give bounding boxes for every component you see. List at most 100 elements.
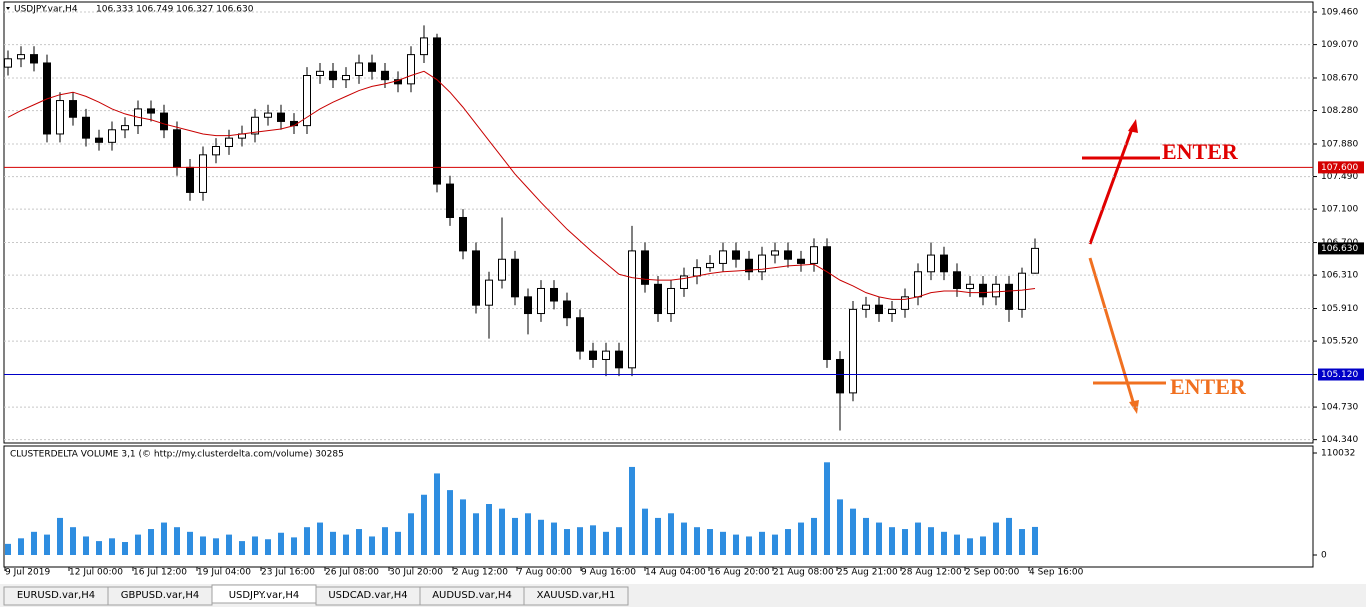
volume-bar (746, 536, 752, 555)
volume-tick-label: 0 (1321, 551, 1327, 561)
arrow-down (1088, 257, 1136, 406)
volume-bar (447, 490, 453, 555)
annotation: ENTER (1162, 139, 1239, 164)
volume-bar (577, 527, 583, 555)
candle-body (576, 317, 584, 352)
volume-bar (525, 513, 531, 555)
volume-bar (512, 517, 518, 555)
level-tag (1318, 242, 1364, 255)
tab-label[interactable]: AUDUSD.var,H4 (432, 590, 512, 601)
volume-bar (5, 543, 11, 555)
x-tick-label: 26 Jul 08:00 (325, 568, 379, 578)
tab-label[interactable]: XAUUSD.var,H1 (537, 590, 616, 601)
candle-body (173, 129, 181, 168)
volume-bar (291, 537, 297, 555)
candle-body (4, 58, 12, 68)
candle-body (1018, 272, 1026, 310)
candle-body (615, 350, 623, 369)
candle-body (914, 271, 922, 298)
volume-bar (629, 466, 635, 555)
candle-body (498, 258, 506, 281)
x-tick-label: 30 Jul 20:00 (389, 568, 443, 578)
annotation: ENTER (1170, 374, 1247, 399)
volume-tick-label: 110032 (1321, 449, 1355, 459)
volume-bar (122, 542, 128, 555)
tab[interactable] (523, 586, 629, 606)
candle-body (82, 116, 90, 139)
candle-body (433, 37, 441, 185)
x-tick-label: 28 Aug 12:00 (901, 568, 962, 578)
candle-body (836, 358, 844, 394)
y-tick-label: 105.520 (1321, 337, 1358, 347)
volume-bar (564, 529, 570, 555)
candle-body (446, 183, 454, 218)
volume-bar (889, 527, 895, 555)
candle-body (95, 137, 103, 143)
ohlc-header: 106.333 106.749 106.327 106.630 (96, 5, 254, 15)
x-tick-label: 23 Jul 16:00 (261, 568, 315, 578)
volume-bar (759, 531, 765, 555)
candle-body (823, 246, 831, 360)
candle-body (680, 275, 688, 289)
volume-bar (317, 522, 323, 555)
candle-body (966, 283, 974, 289)
candle-body (186, 166, 194, 193)
candle-body (745, 258, 753, 273)
candle-body (602, 350, 610, 360)
volume-bar (720, 531, 726, 555)
volume-bar (278, 532, 284, 555)
tab-label[interactable]: USDCAD.var,H4 (328, 590, 407, 601)
candle-body (524, 296, 532, 315)
volume-bar (902, 529, 908, 555)
candle-body (69, 100, 77, 118)
tab-label[interactable]: EURUSD.var,H4 (17, 590, 95, 601)
candle-body (901, 296, 909, 310)
candle-body (225, 137, 233, 147)
volume-bar (772, 534, 778, 555)
candle-body (992, 283, 1000, 298)
level-label: 105.120 (1321, 370, 1358, 380)
candle-body (303, 75, 311, 127)
x-tick-label: 19 Jul 04:00 (197, 568, 251, 578)
volume-bar (915, 522, 921, 555)
volume-bar (395, 531, 401, 555)
volume-bar (187, 531, 193, 555)
candle-body (329, 70, 337, 81)
arrow-up (1088, 125, 1135, 245)
volume-bar (538, 519, 544, 555)
candle-body (810, 246, 818, 264)
volume-bar (668, 513, 674, 555)
candle-body (472, 250, 480, 306)
y-tick-label: 108.280 (1321, 106, 1358, 116)
volume-bar (824, 462, 830, 555)
menu-triangle[interactable] (6, 7, 10, 10)
volume-bar (811, 517, 817, 555)
volume-bar (694, 527, 700, 555)
volume-bar (954, 534, 960, 555)
candle-body (784, 250, 792, 260)
tab-label[interactable]: USDJPY.var,H4 (229, 590, 300, 601)
volume-bar (499, 508, 505, 555)
candle-body (30, 54, 38, 64)
volume-bar (460, 499, 466, 555)
volume-bar (421, 494, 427, 555)
candle-body (875, 304, 883, 315)
y-tick-label: 104.730 (1321, 403, 1358, 413)
volume-bar (174, 527, 180, 555)
volume-bar (434, 473, 440, 555)
volume-bar (707, 529, 713, 555)
y-tick-label: 107.100 (1321, 205, 1358, 215)
volume-bar (785, 529, 791, 555)
volume-bar (83, 536, 89, 555)
volume-bar (239, 541, 245, 555)
y-tick-label: 107.880 (1321, 139, 1358, 149)
tab-label[interactable]: GBPUSD.var,H4 (121, 590, 199, 601)
candle-body (706, 262, 714, 269)
x-tick-label: 2 Aug 12:00 (453, 568, 508, 578)
volume-bar (109, 538, 115, 555)
y-tick-label: 107.490 (1321, 172, 1358, 182)
candle-body (160, 112, 168, 131)
candle-body (108, 129, 116, 143)
candle-body (797, 258, 805, 264)
